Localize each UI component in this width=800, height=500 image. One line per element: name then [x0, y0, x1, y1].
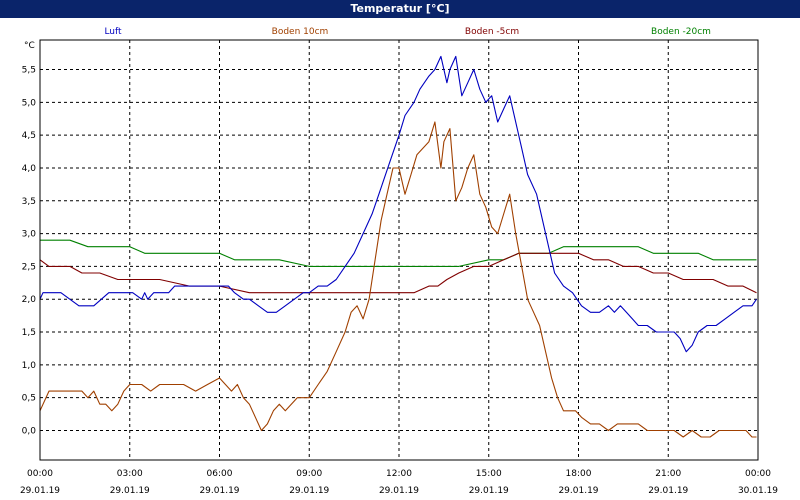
plot-frame — [39, 39, 759, 461]
series-line — [40, 239, 757, 267]
x-tick-time-label: 18:00 — [566, 469, 592, 479]
series-line — [39, 121, 757, 438]
x-tick-date-label: 29.01.19 — [20, 486, 60, 496]
x-tick-time-label: 21:00 — [655, 469, 681, 479]
y-tick-label: 2,0 — [22, 295, 37, 305]
x-tick-time-label: 00:00 — [27, 469, 53, 479]
series-layer — [39, 55, 757, 438]
x-tick-date-label: 29.01.19 — [289, 486, 329, 496]
y-tick-label: 5,0 — [22, 98, 37, 108]
x-tick-date-label: 29.01.19 — [469, 486, 509, 496]
y-tick-label: 0,0 — [22, 426, 37, 436]
y-tick-label: 4,5 — [22, 131, 36, 141]
y-tick-label: 3,0 — [22, 230, 37, 240]
x-tick-time-label: 06:00 — [207, 469, 233, 479]
x-tick-time-label: 09:00 — [296, 469, 322, 479]
legend-entry: Boden -20cm — [651, 27, 711, 37]
y-tick-label: 3,5 — [22, 197, 36, 207]
y-tick-label: 4,0 — [22, 164, 37, 174]
y-tick-label: 0,5 — [22, 394, 36, 404]
x-tick-date-label: 29.01.19 — [558, 486, 598, 496]
x-tick-time-label: 03:00 — [117, 469, 143, 479]
legend-entry: Boden 10cm — [272, 27, 329, 37]
x-tick-date-label: 29.01.19 — [379, 486, 419, 496]
y-tick-label: 5,5 — [22, 66, 36, 76]
grid — [40, 40, 758, 460]
y-tick-label: 1,5 — [22, 328, 36, 338]
x-axis: 00:00 29.01.19 03:00 29.01.19 06:00 29.01.19 0… — [20, 469, 778, 496]
x-tick-date-label: 29.01.19 — [199, 486, 239, 496]
legend: Luft Boden 10cm Boden -5cm Boden -20cm — [104, 27, 711, 37]
legend-entry: Luft — [104, 27, 122, 37]
y-tick-label: 2,5 — [22, 262, 36, 272]
x-tick-date-label: 29.01.19 — [648, 486, 688, 496]
y-axis: 5,5 5,0 4,5 4,0 3,5 3,0 2,5 2,0 1,5 1,0 0,5 0,0 — [22, 66, 37, 437]
x-tick-time-label: 00:00 — [745, 469, 771, 479]
legend-entry: Boden -5cm — [465, 27, 519, 37]
y-axis-unit-label: °C — [24, 41, 35, 51]
chart-title: Temperatur [°C] — [0, 0, 800, 18]
x-tick-time-label: 15:00 — [476, 469, 502, 479]
series-line — [39, 252, 757, 294]
y-tick-label: 1,0 — [22, 361, 37, 371]
x-tick-time-label: 12:00 — [386, 469, 412, 479]
x-tick-date-label: 29.01.19 — [110, 486, 150, 496]
series-line — [39, 55, 757, 353]
x-tick-date-label: 30.01.19 — [738, 486, 778, 496]
